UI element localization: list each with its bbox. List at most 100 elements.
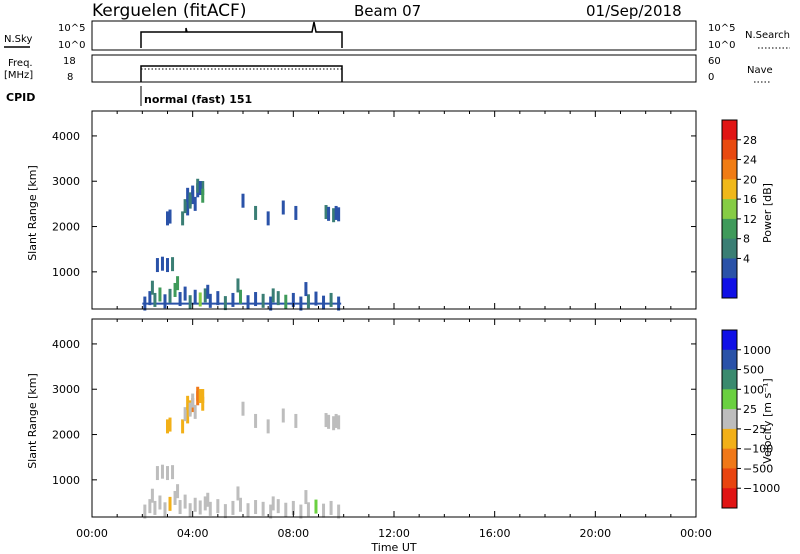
- velocity-point: [299, 504, 303, 519]
- freq-label: Freq.: [8, 58, 33, 69]
- power-point: [178, 292, 182, 307]
- power-point: [208, 293, 212, 308]
- velocity-colorbar-frame: [721, 329, 738, 509]
- velocity-point: [183, 407, 187, 422]
- velocity-point: [191, 393, 195, 408]
- nave-label: Nave: [747, 65, 773, 76]
- freq-tick-top: 18: [63, 56, 76, 67]
- nsky-trace: [140, 21, 343, 48]
- power-colorbar-tick-label: 28: [743, 134, 757, 147]
- cpid-label: CPID: [6, 91, 35, 104]
- velocity-point: [193, 497, 197, 512]
- power-point: [198, 181, 202, 196]
- nsky-tick-bottom: 10^0: [58, 40, 85, 51]
- power-point: [191, 185, 195, 200]
- nsky-label: N.Sky: [4, 34, 32, 45]
- power-point: [168, 288, 172, 303]
- velocity-point: [155, 466, 159, 481]
- power-point: [329, 292, 333, 307]
- time-axis-title: Time UT: [370, 541, 416, 554]
- power-point: [269, 296, 273, 311]
- power-point: [231, 292, 235, 307]
- velocity-point: [166, 466, 169, 481]
- power-colorbar-segment: [722, 179, 737, 200]
- velocity-point: [266, 419, 270, 434]
- power-point: [254, 205, 258, 220]
- velocity-point: [281, 408, 285, 423]
- power-point: [193, 289, 197, 304]
- velocity-ytick-label: 2000: [52, 429, 80, 442]
- velocity-point: [314, 499, 318, 514]
- power-point: [183, 199, 187, 214]
- velocity-point: [188, 503, 192, 518]
- power-point: [271, 288, 275, 303]
- velocity-x-ticks: [91, 319, 697, 517]
- power-point: [266, 211, 270, 226]
- power-point: [186, 187, 190, 202]
- velocity-point: [334, 413, 338, 428]
- power-point: [324, 205, 328, 220]
- power-point: [166, 258, 169, 273]
- velocity-colorbar-segment: [722, 409, 737, 430]
- velocity-point: [208, 501, 212, 516]
- velocity-point: [304, 490, 308, 505]
- power-colorbar-segment: [722, 199, 737, 220]
- power-point: [143, 296, 147, 311]
- power-point: [337, 296, 341, 311]
- freq-panel: Freq. [MHz] 18 8 60 0 Nave: [4, 54, 773, 83]
- power-point: [236, 278, 240, 293]
- velocity-colorbar-segment: [722, 468, 737, 489]
- velocity-point: [241, 401, 245, 416]
- velocity-colorbar-tick-label: 100: [743, 383, 764, 396]
- velocity-point: [150, 488, 154, 503]
- power-point: [337, 207, 341, 222]
- velocity-point: [160, 464, 164, 479]
- velocity-point: [186, 395, 190, 410]
- freq-trace: [140, 65, 343, 82]
- power-point: [173, 282, 177, 297]
- power-point: [246, 295, 250, 310]
- power-colorbar-tick-label: 8: [743, 233, 750, 246]
- velocity-point: [337, 504, 341, 519]
- time-tick-label: 04:00: [177, 527, 209, 540]
- velocity-point: [178, 500, 182, 515]
- velocity-point: [236, 486, 240, 501]
- power-point: [203, 288, 207, 303]
- power-point: [327, 206, 331, 221]
- power-colorbar-segment: [722, 278, 737, 299]
- velocity-point: [166, 419, 169, 434]
- velocity-colorbar-label: Velocity [m s⁻¹]: [761, 378, 774, 463]
- power-point: [294, 205, 298, 220]
- velocity-point: [153, 500, 157, 515]
- power-point: [201, 188, 205, 203]
- cpid-text: normal (fast) 151: [144, 93, 252, 106]
- velocity-point: [271, 496, 275, 511]
- power-y-ticks: 1000 2000 3000 4000: [52, 130, 696, 279]
- power-point: [176, 276, 180, 291]
- power-point: [223, 296, 227, 311]
- power-point: [334, 205, 338, 220]
- freq-unit-label: [MHz]: [4, 70, 33, 81]
- power-colorbar-segment: [722, 139, 737, 161]
- velocity-panel: Slant Range [km] 1000 2000 3000 4000: [26, 318, 697, 519]
- power-point: [201, 181, 205, 196]
- freq-frame: [91, 54, 697, 83]
- velocity-point: [196, 386, 200, 401]
- power-ytick-label: 2000: [52, 221, 80, 234]
- velocity-point: [183, 494, 187, 509]
- power-point: [261, 293, 265, 308]
- nsky-frame: [91, 20, 697, 51]
- velocity-point: [327, 414, 331, 429]
- power-point: [183, 286, 187, 301]
- velocity-point: [306, 502, 310, 517]
- velocity-ytick-label: 4000: [52, 338, 80, 351]
- power-point: [168, 209, 172, 224]
- freq-tick-bottom: 8: [67, 72, 73, 83]
- power-point: [254, 292, 258, 307]
- power-point: [322, 295, 326, 310]
- power-colorbar-tick-label: 12: [743, 213, 757, 226]
- power-point: [216, 291, 220, 306]
- time-tick-label: 00:00: [76, 527, 108, 540]
- power-point: [291, 292, 295, 307]
